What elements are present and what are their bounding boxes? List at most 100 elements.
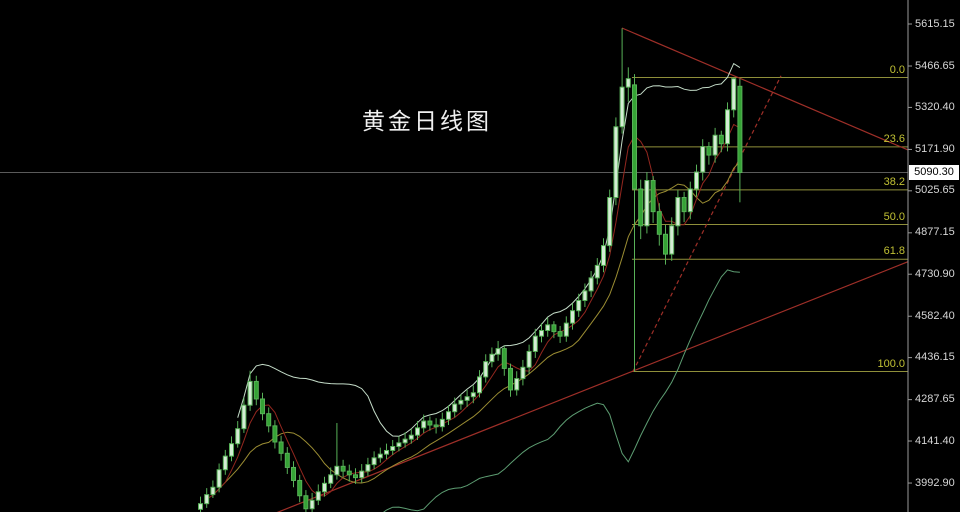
candle-body: [229, 443, 234, 457]
price-axis-label: 5171.90: [915, 142, 955, 155]
candle-body: [706, 146, 712, 156]
candle-body: [731, 78, 737, 111]
chart-title: 黄金日线图: [362, 109, 492, 134]
candle-body: [464, 396, 470, 401]
candle-body: [638, 188, 644, 227]
candle-body: [625, 78, 631, 88]
candle-body: [222, 455, 228, 471]
price-axis-label: 5615.15: [915, 17, 955, 30]
candle-body: [576, 299, 582, 312]
candle-body: [582, 290, 588, 301]
candle-body: [613, 126, 619, 199]
candle-body: [278, 441, 284, 454]
candle-body: [545, 324, 551, 331]
price-axis-label: 4877.15: [915, 226, 955, 239]
bollinger-upper-band: [237, 62, 741, 437]
candle-body: [526, 350, 532, 368]
candle-body: [198, 503, 203, 510]
candle-body: [539, 329, 544, 337]
candle-body: [340, 465, 346, 472]
candle-body: [204, 494, 210, 505]
price-axis-label: 4141.40: [915, 434, 955, 447]
fib-label-38.2: 38.2: [883, 175, 905, 188]
candle-body: [619, 86, 625, 128]
candle-body: [532, 335, 538, 352]
candle-body: [260, 398, 265, 415]
candle-body: [501, 348, 507, 369]
candle-body: [266, 413, 272, 427]
candle-body: [371, 457, 377, 466]
candle-body: [415, 427, 420, 436]
candle-body: [700, 146, 706, 173]
candle-body: [253, 380, 259, 400]
candle-body: [588, 277, 594, 292]
candle-body: [632, 84, 637, 190]
candle-body: [210, 486, 216, 496]
ma-fast-line: [206, 123, 741, 500]
candle-body: [675, 197, 681, 227]
price-axis-label: 4287.65: [915, 393, 955, 406]
candle-body: [687, 188, 693, 213]
price-axis-label: 4436.15: [915, 351, 955, 364]
candle-body: [439, 418, 445, 428]
candle-body: [508, 367, 513, 391]
candle-body: [644, 180, 650, 227]
candle-body: [514, 378, 520, 391]
candle-body: [712, 134, 718, 156]
trendline-descending-resistance: [621, 27, 909, 151]
candle-body: [427, 420, 433, 426]
candle-body: [458, 399, 464, 405]
candle-body: [594, 264, 600, 279]
candle-body: [433, 424, 439, 428]
price-axis-label: 5320.40: [915, 100, 955, 113]
candle-body: [315, 491, 321, 501]
candle-body: [309, 499, 315, 510]
fib-label-61.8: 61.8: [883, 245, 905, 258]
candle-body: [365, 464, 371, 472]
candle-body: [284, 452, 290, 468]
candle-body: [551, 324, 557, 333]
candle-body: [656, 211, 662, 235]
candle-body: [718, 134, 724, 145]
candle-body: [241, 404, 247, 430]
candle-body: [408, 434, 414, 440]
candle-body: [650, 180, 656, 213]
candle-body: [272, 425, 278, 443]
candle-body: [563, 322, 569, 337]
price-axis-label: 4582.40: [915, 309, 955, 322]
price-axis-label: 4730.90: [915, 267, 955, 280]
candle-body: [402, 438, 408, 444]
price-axis-label: 3992.90: [915, 476, 955, 489]
candle-body: [446, 411, 451, 420]
candle-body: [346, 470, 352, 476]
candle-body: [291, 466, 296, 481]
candle-body: [421, 420, 427, 429]
candle-body: [359, 470, 365, 479]
current-price-box: 5090.30: [909, 165, 959, 180]
candle-body: [570, 310, 575, 324]
candle-body: [557, 331, 563, 337]
candle-body: [353, 474, 358, 479]
bollinger-lower-band: [383, 269, 740, 512]
candle-body: [384, 449, 389, 455]
price-axis-label: 5466.65: [915, 59, 955, 72]
candle-body: [495, 348, 501, 355]
candle-body: [303, 495, 309, 510]
candle-body: [328, 474, 334, 484]
candle-body: [470, 392, 476, 398]
fib-label-100.0: 100.0: [877, 357, 905, 370]
candle-body: [663, 233, 668, 255]
candle-body: [377, 453, 383, 459]
candle-body: [235, 428, 241, 445]
trendline-ascending-support: [276, 261, 909, 512]
candle-body: [483, 361, 489, 378]
candle-body: [452, 403, 458, 413]
candle-body: [681, 197, 687, 213]
candle-body: [489, 353, 495, 363]
candle-body: [520, 366, 526, 380]
candle-body: [322, 482, 327, 493]
candle-body: [737, 85, 743, 174]
candle-body: [334, 465, 340, 476]
